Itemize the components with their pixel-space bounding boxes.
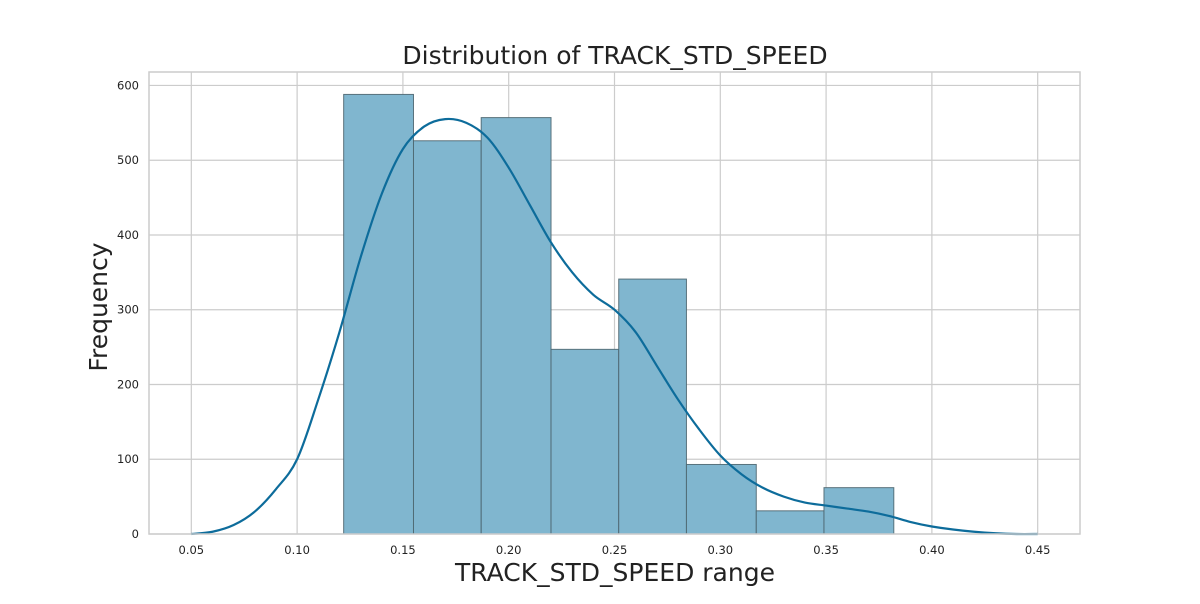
- histogram-bars: [343, 93, 895, 535]
- x-tick-label: 0.25: [602, 543, 628, 557]
- chart-title: Distribution of TRACK_STD_SPEED: [402, 41, 827, 70]
- y-tick-label: 200: [117, 377, 139, 391]
- x-tick-label: 0.40: [919, 543, 945, 557]
- histogram-bar: [480, 117, 552, 535]
- histogram-bar: [550, 348, 620, 535]
- histogram-bar: [685, 463, 757, 535]
- histogram-bar: [412, 140, 482, 535]
- x-tick-label: 0.10: [284, 543, 310, 557]
- x-tick-label: 0.45: [1025, 543, 1051, 557]
- x-tick-label: 0.15: [390, 543, 416, 557]
- y-tick-label: 400: [117, 228, 139, 242]
- plot-spines: [148, 71, 1081, 535]
- y-axis-label: Frequency: [84, 242, 113, 371]
- kde-curve-group: [191, 117, 1038, 536]
- x-tick-label: 0.05: [179, 543, 205, 557]
- y-tick-label: 600: [117, 78, 139, 92]
- y-tick-label: 500: [117, 153, 139, 167]
- y-tick-label: 0: [132, 527, 139, 541]
- histogram-bar: [343, 93, 414, 535]
- x-tick-labels: 0.05 0.10 0.15 0.20 0.25 0.30 0.35 0.40 0.45: [179, 543, 1051, 557]
- y-tick-labels: 0 100 200 300 400 500 600: [117, 78, 139, 541]
- x-tick-label: 0.30: [707, 543, 733, 557]
- x-tick-label: 0.20: [496, 543, 522, 557]
- y-tick-label: 300: [117, 303, 139, 317]
- histogram-bar: [618, 278, 687, 535]
- x-axis-label: TRACK_STD_SPEED range: [454, 558, 775, 587]
- y-tick-label: 100: [117, 452, 139, 466]
- histogram-bar: [755, 510, 825, 535]
- plot-frame: [148, 71, 1081, 535]
- x-tick-label: 0.35: [813, 543, 839, 557]
- kde-curve: [191, 117, 1038, 536]
